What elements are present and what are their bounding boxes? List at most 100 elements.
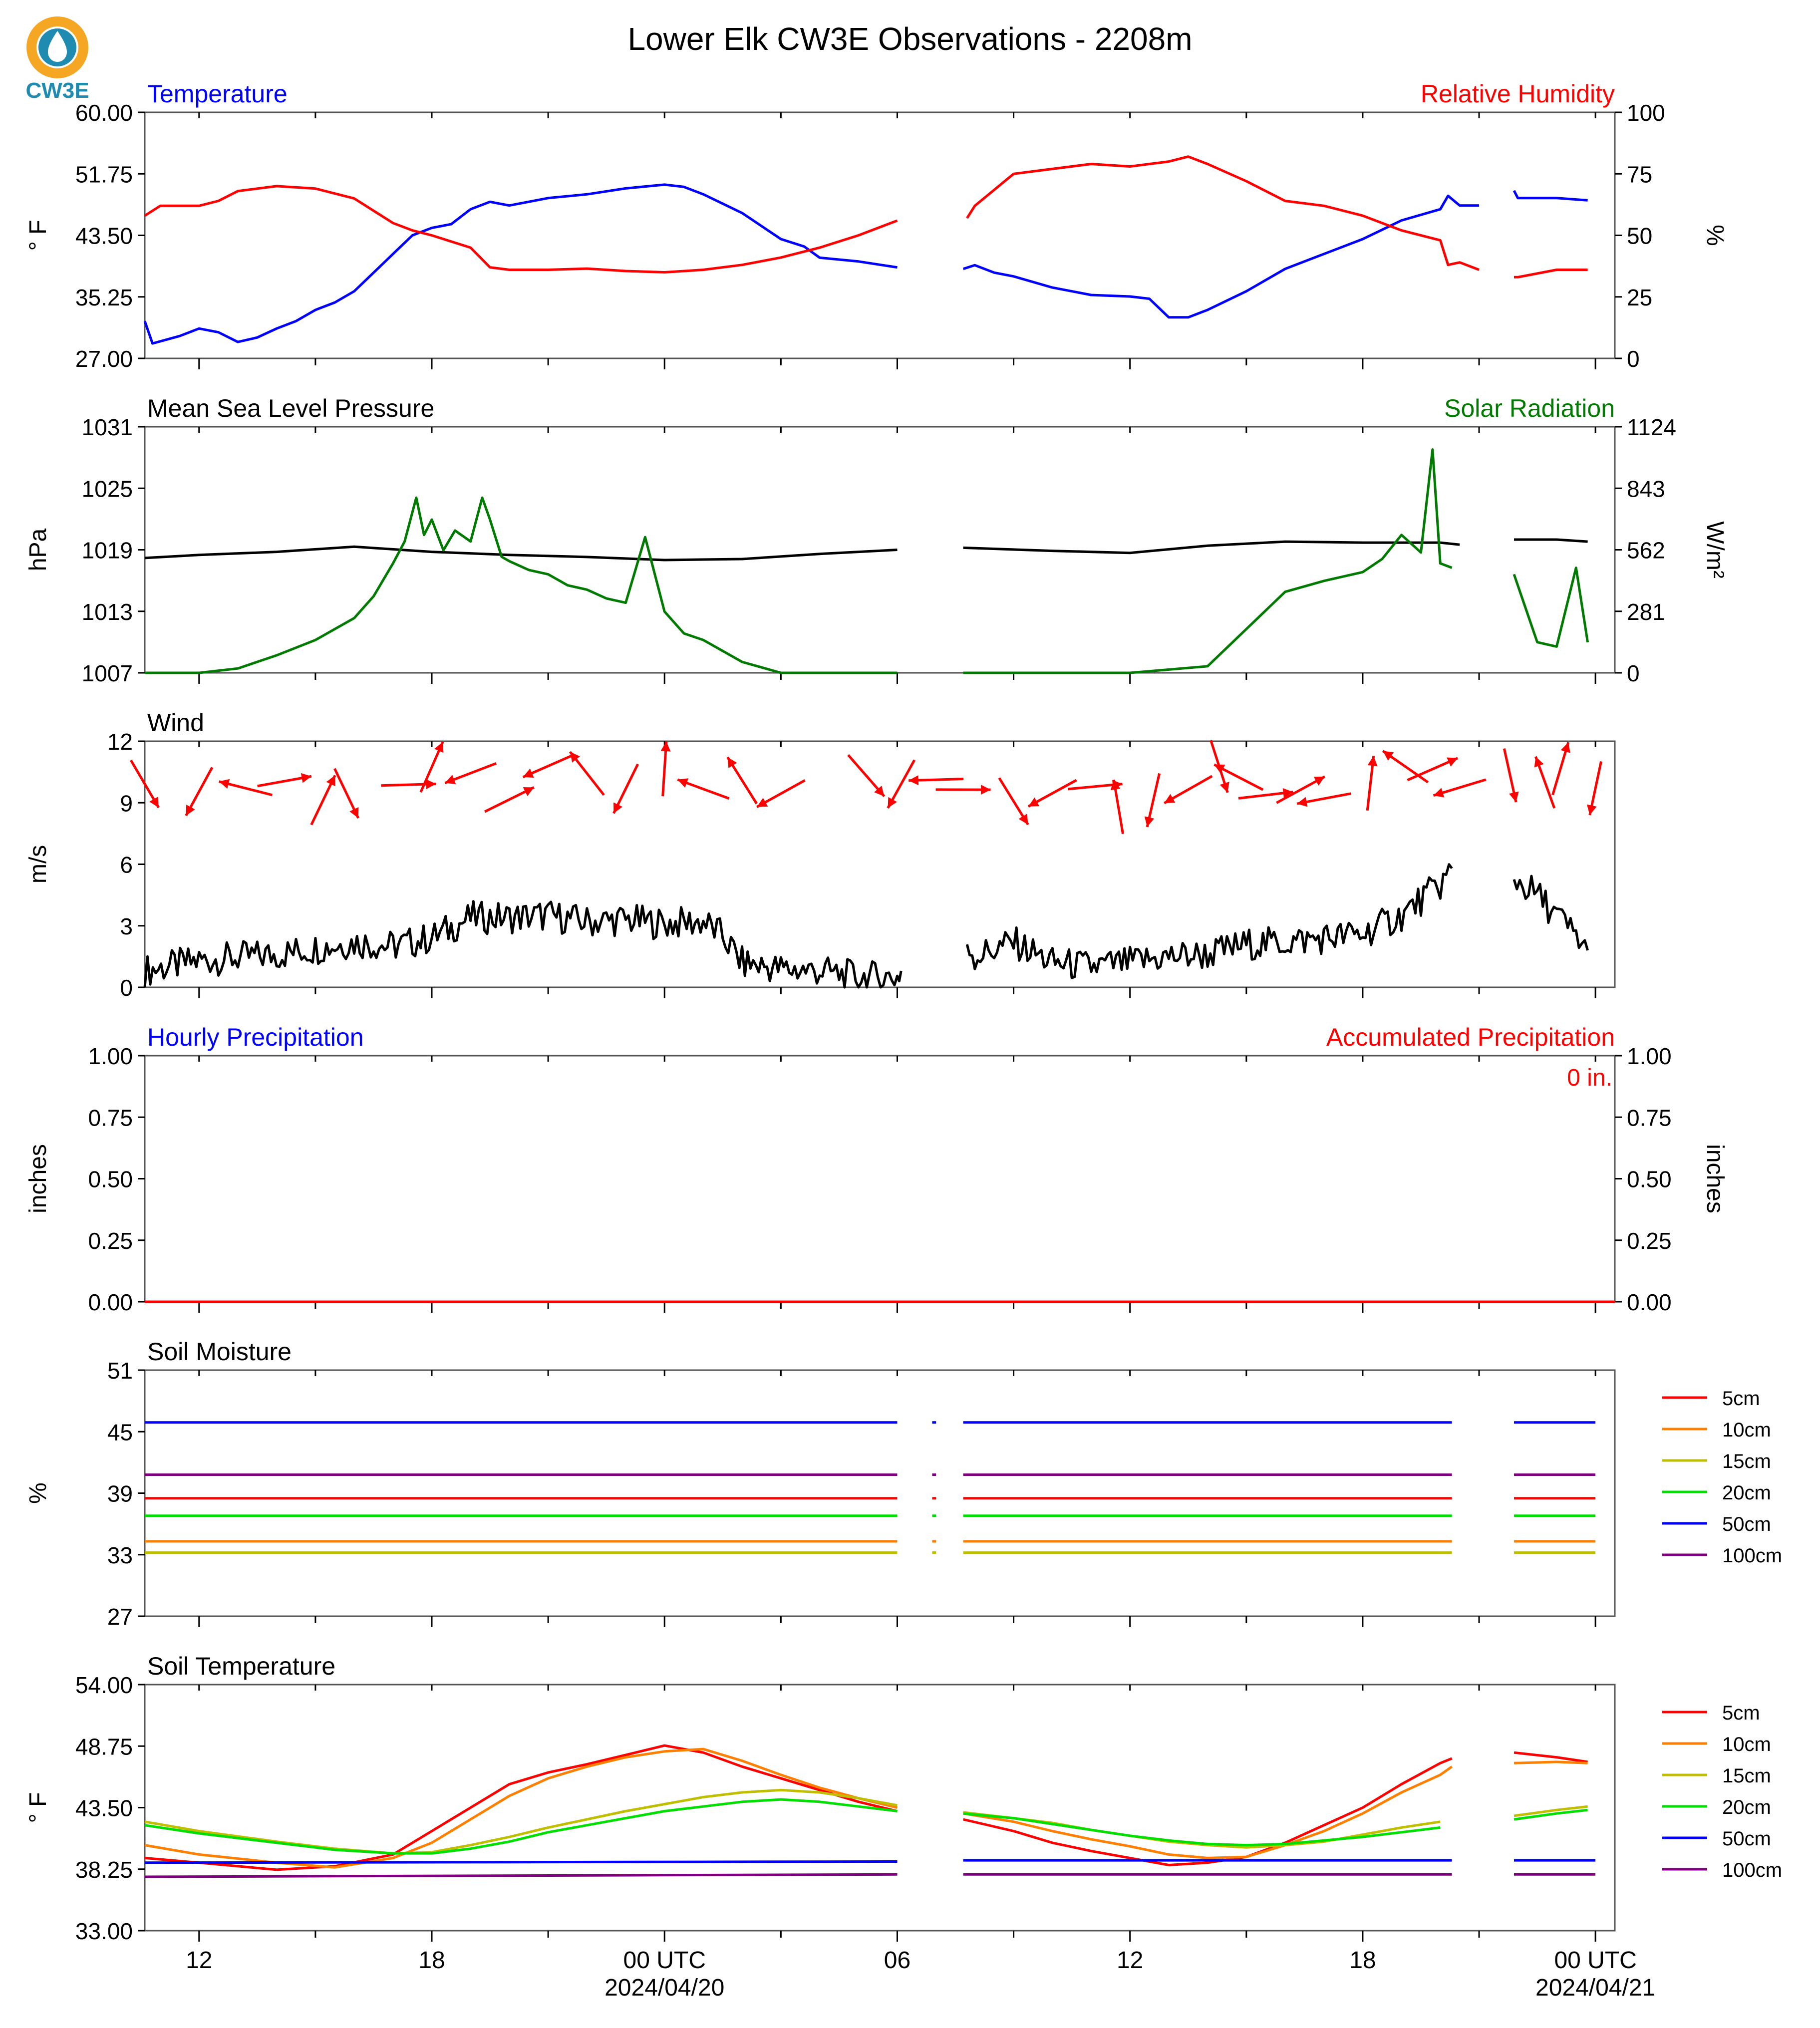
wind-arrow-head (301, 773, 311, 783)
legend-label: 50cm (1722, 1513, 1771, 1535)
legend-label: 10cm (1722, 1419, 1771, 1441)
legend-label: 50cm (1722, 1828, 1771, 1850)
y-tick-label-right: 1.00 (1627, 1043, 1672, 1069)
y-tick-label: 1031 (82, 414, 133, 440)
y-tick-label: 0.00 (88, 1289, 133, 1315)
wind-arrow (311, 775, 335, 825)
y-tick-label: 60.00 (75, 100, 133, 126)
y-tick-label-right: 0.75 (1627, 1105, 1672, 1131)
wind-arrow-head (981, 785, 991, 795)
wind-arrow (1587, 761, 1601, 815)
y-tick-label: 3 (120, 913, 133, 939)
y-tick-label-right: 75 (1627, 161, 1652, 187)
panel-title: Soil Temperature (147, 1652, 335, 1680)
wind-arrow (888, 760, 914, 808)
y-tick-label: 9 (120, 790, 133, 816)
y-tick-label: 38.25 (75, 1857, 133, 1883)
wind-arrow-head (1587, 805, 1597, 815)
y-tick-label: 1019 (82, 538, 133, 564)
x-tick-label: 12 (186, 1947, 212, 1974)
wind-arrow-head (1145, 816, 1154, 827)
wind-arrow (523, 755, 574, 778)
wind-arrow (1111, 780, 1123, 834)
wind-arrow (727, 757, 756, 804)
y-tick-label: 0.75 (88, 1105, 133, 1131)
y-tick-label-right: 0 (1627, 346, 1640, 372)
y-tick-label: 48.75 (75, 1734, 133, 1759)
legend-label: 100cm (1722, 1545, 1782, 1567)
wind-arrow-head (909, 775, 918, 785)
y-tick-label: 43.50 (75, 223, 133, 249)
panel-1: Temperature Relative Humidity27.0035.2543… (25, 80, 1728, 372)
wind-arrow (1367, 756, 1377, 811)
wind-arrow-head (661, 741, 671, 751)
legend-label: 20cm (1722, 1482, 1771, 1504)
y-axis-label: ° F (25, 1792, 51, 1823)
y-axis-label-right: W/m² (1702, 521, 1728, 579)
y-tick-label: 1007 (82, 660, 133, 686)
y-tick-label: 1013 (82, 599, 133, 625)
wind-arrow (1383, 751, 1428, 782)
x-tick-label: 06 (884, 1947, 910, 1974)
y-tick-label-right: 0.25 (1627, 1228, 1672, 1254)
panel-title: Wind (147, 709, 204, 737)
series-line (145, 185, 1595, 343)
panel-title-right: Accumulated Precipitation (1326, 1023, 1615, 1051)
plot-frame (145, 741, 1615, 987)
logo-text: CW3E (25, 78, 89, 103)
y-tick-label: 45 (107, 1419, 133, 1445)
panel-5: Soil Moisture2733394551%5cm10cm15cm20cm5… (25, 1338, 1782, 1630)
wind-arrow (334, 769, 358, 818)
wind-arrow (757, 780, 805, 807)
y-tick-label-right: 50 (1627, 223, 1652, 249)
panel-title-right: Solar Radiation (1444, 394, 1615, 422)
x-tick-label: 12 (1117, 1947, 1143, 1974)
panel-title: Temperature (147, 80, 288, 108)
y-axis-label: hPa (25, 528, 51, 571)
legend-label: 10cm (1722, 1734, 1771, 1755)
y-tick-label: 12 (107, 729, 133, 755)
y-axis-label: inches (25, 1144, 51, 1213)
y-tick-label-right: 0.00 (1627, 1289, 1672, 1315)
wind-arrow (848, 755, 884, 797)
y-tick-label: 0.50 (88, 1166, 133, 1192)
x-date-label: 2024/04/20 (605, 1975, 724, 2001)
cw3e-logo-icon: CW3E (25, 21, 89, 103)
series-line (145, 865, 1595, 987)
series-line (145, 450, 1595, 673)
y-axis-label: % (25, 1482, 51, 1504)
y-tick-label-right: 25 (1627, 285, 1652, 310)
y-tick-label: 27 (107, 1604, 133, 1630)
wind-arrow (485, 787, 534, 812)
wind-arrow (909, 775, 963, 785)
y-tick-label-right: 1124 (1627, 414, 1676, 440)
wind-arrow-head (1297, 797, 1307, 807)
y-tick-label: 54.00 (75, 1672, 133, 1698)
y-axis-label-right: % (1702, 225, 1728, 246)
wind-arrow (1504, 749, 1518, 802)
y-tick-label-right: 100 (1627, 100, 1665, 126)
x-tick-label: 00 UTC (1554, 1947, 1636, 1974)
wind-arrow (1553, 742, 1570, 795)
panel-title-right: Relative Humidity (1421, 80, 1615, 108)
chart-title: Lower Elk CW3E Observations - 2208m (627, 21, 1192, 57)
y-tick-label: 43.50 (75, 1795, 133, 1821)
wind-arrow (936, 785, 991, 795)
plot-frame (145, 1056, 1615, 1302)
panel-title: Mean Sea Level Pressure (147, 394, 434, 422)
wind-arrow (1238, 788, 1293, 798)
wind-arrow (1297, 794, 1351, 807)
accumulated-total: 0 in. (1567, 1065, 1612, 1091)
panel-title: Hourly Precipitation (147, 1023, 364, 1051)
panel-2: Mean Sea Level Pressure Solar Radiation 10… (25, 394, 1728, 686)
y-tick-label-right: 281 (1627, 599, 1665, 625)
plot-frame (145, 1370, 1615, 1616)
series-line (145, 540, 1595, 560)
y-tick-label-right: 0 (1627, 660, 1640, 686)
legend-label: 15cm (1722, 1450, 1771, 1472)
wind-arrow (1164, 776, 1212, 803)
wind-arrow (677, 778, 729, 799)
legend-label: 20cm (1722, 1796, 1771, 1818)
panel-3: Wind 0 3 6 9 12 m/s (25, 709, 1615, 1001)
wind-arrow-head (426, 779, 436, 789)
